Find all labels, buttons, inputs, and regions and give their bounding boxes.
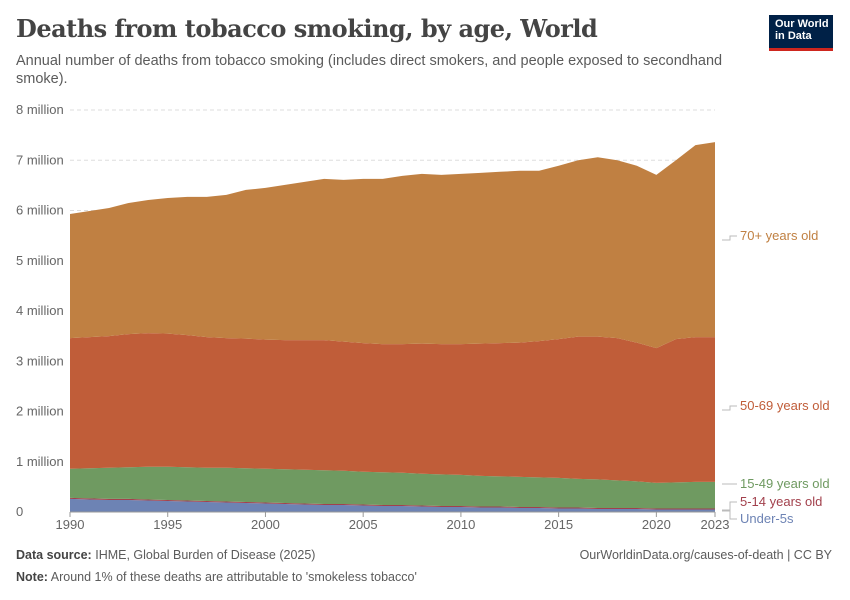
area-50-69-years-old	[70, 333, 715, 483]
area-under-5s	[70, 498, 715, 512]
y-tick-label: 0	[16, 504, 23, 519]
x-tick-label: 1995	[153, 517, 182, 532]
x-tick-label: 2020	[642, 517, 671, 532]
legend-label-50-69-years-old: 50-69 years old	[740, 398, 830, 413]
x-tick-label: 2010	[446, 517, 475, 532]
y-tick-label: 1 million	[16, 454, 64, 469]
legend-connector	[722, 510, 737, 520]
x-tick-label: 2015	[544, 517, 573, 532]
source-label: Data source:	[16, 548, 92, 562]
note-text: Around 1% of these deaths are attributab…	[50, 570, 417, 584]
legend-label-5-14-years-old: 5-14 years old	[740, 494, 822, 509]
chart-subtitle: Annual number of deaths from tobacco smo…	[16, 53, 723, 87]
x-tick-label: 1990	[56, 517, 85, 532]
source-text[interactable]: IHME, Global Burden of Disease (2025)	[95, 548, 316, 562]
note-label: Note:	[16, 570, 48, 584]
legend-label-under-5s: Under-5s	[740, 511, 794, 526]
y-tick-label: 7 million	[16, 152, 64, 167]
area-15-49-years-old	[70, 466, 715, 509]
x-tick-label: 2023	[701, 517, 730, 532]
y-tick-label: 3 million	[16, 353, 64, 368]
area-5-14-years-old	[70, 497, 715, 510]
legend-connector	[722, 501, 737, 511]
legend-connector	[722, 405, 737, 411]
y-tick-label: 2 million	[16, 404, 64, 419]
note: Note: Around 1% of these deaths are attr…	[16, 570, 417, 584]
legend-label-70-years-old: 70+ years old	[740, 228, 818, 243]
owid-logo[interactable]: Our World in Data	[769, 15, 833, 51]
x-tick-label: 2000	[251, 517, 280, 532]
legend-label-15-49-years-old: 15-49 years old	[740, 476, 830, 491]
y-tick-label: 4 million	[16, 303, 64, 318]
y-tick-label: 6 million	[16, 203, 64, 218]
y-tick-label: 8 million	[16, 102, 64, 117]
y-tick-label: 5 million	[16, 253, 64, 268]
source-url[interactable]: OurWorldinData.org/causes-of-death | CC …	[579, 548, 832, 562]
x-tick-label: 2005	[349, 517, 378, 532]
data-source: Data source: IHME, Global Burden of Dise…	[16, 548, 315, 562]
legend-connector	[722, 235, 737, 241]
area-70-years-old	[70, 142, 715, 349]
chart-title: Deaths from tobacco smoking, by age, Wor…	[16, 14, 598, 43]
